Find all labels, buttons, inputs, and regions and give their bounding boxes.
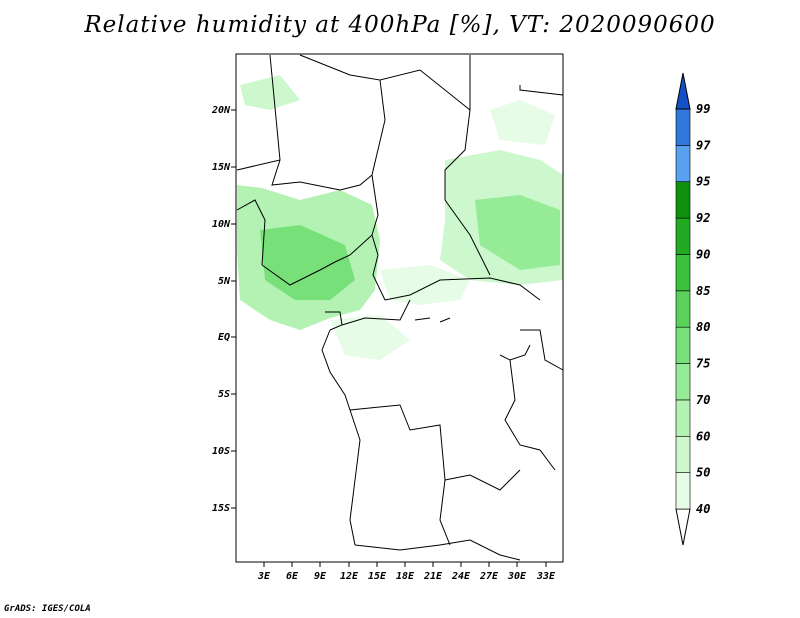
- lat-label: 5N: [218, 276, 231, 287]
- lon-label: 9E: [314, 571, 327, 582]
- colorbar-label: 97: [696, 138, 711, 152]
- boundaries: [236, 54, 564, 561]
- colorbar-bin: [675, 145, 691, 183]
- lat-label: 10S: [212, 446, 230, 457]
- humidity-region-north: [240, 75, 300, 110]
- lat-label: 20N: [211, 105, 231, 116]
- humidity-region-west-core: [260, 225, 355, 300]
- colorbar-top-arrow: [675, 72, 691, 110]
- plot-title: Relative humidity at 400hPa [%], VT: 202…: [84, 12, 716, 38]
- colorbar-label: 92: [696, 211, 710, 225]
- credit-text: GrADS: IGES/COLA: [4, 604, 91, 614]
- colorbar-label: 90: [696, 247, 710, 261]
- colorbar-bin: [675, 326, 691, 364]
- colorbar-bin: [675, 435, 691, 473]
- colorbar-label: 40: [696, 502, 710, 516]
- colorbar-bin: [675, 108, 691, 146]
- humidity-field: [237, 75, 563, 360]
- lat-axis: 20N 15N 10N 5N EQ 5S 10S 15S: [211, 105, 236, 514]
- lon-label: 12E: [340, 571, 359, 582]
- colorbar-bin: [675, 399, 691, 437]
- map-frame: [235, 53, 564, 563]
- humidity-region-south: [330, 315, 410, 360]
- colorbar-bin: [675, 217, 691, 255]
- colorbar-label: 80: [696, 320, 710, 334]
- colorbar-label: 60: [696, 429, 710, 443]
- lon-label: 18E: [396, 571, 415, 582]
- lat-label: 5S: [218, 389, 230, 400]
- colorbar-bin: [675, 290, 691, 328]
- colorbar-label: 70: [696, 393, 710, 407]
- lat-label: 10N: [212, 219, 231, 230]
- lon-label: 30E: [507, 571, 527, 582]
- humidity-region-central: [380, 265, 470, 305]
- colorbar-bin: [675, 254, 691, 292]
- lon-label: 24E: [451, 571, 471, 582]
- colorbar-label: 85: [696, 284, 710, 298]
- humidity-region-east-core: [475, 195, 560, 270]
- colorbar-bottom-arrow: [675, 508, 691, 546]
- colorbar-bin: [675, 181, 691, 219]
- colorbar-label: 95: [696, 175, 710, 189]
- colorbar-label: 75: [696, 357, 710, 371]
- colorbar-bin: [675, 363, 691, 401]
- lon-label: 33E: [536, 571, 556, 582]
- lat-label: 15S: [212, 503, 230, 514]
- lon-label: 21E: [423, 571, 443, 582]
- lat-label: EQ: [218, 332, 230, 343]
- lon-label: 27E: [479, 571, 499, 582]
- colorbar-label: 99: [696, 102, 710, 116]
- lon-axis: 3E 6E 9E 12E 15E 18E 21E 24E 27E 30E 33E: [257, 562, 556, 582]
- colorbar-bin: [675, 472, 691, 510]
- colorbar-label: 50: [696, 466, 710, 480]
- lat-label: 15N: [212, 162, 231, 173]
- colorbar: 40 50 60 70 75 80 85 90 92 95 97 99: [675, 72, 711, 546]
- lon-label: 3E: [257, 571, 271, 582]
- lon-label: 6E: [286, 571, 299, 582]
- lon-label: 15E: [368, 571, 387, 582]
- humidity-region-ne: [490, 100, 555, 145]
